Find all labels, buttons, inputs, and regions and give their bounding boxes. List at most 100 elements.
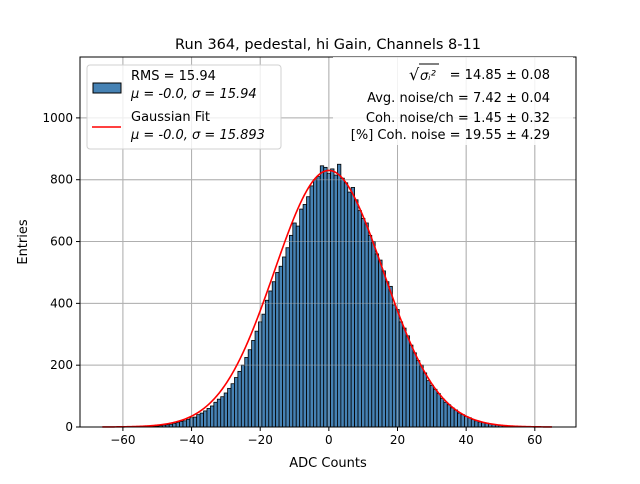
x-tick-label: 0: [325, 433, 333, 447]
histogram-bar: [262, 314, 265, 427]
histogram-bar: [317, 177, 320, 427]
histogram-bar: [252, 340, 255, 427]
histogram-bar: [210, 406, 213, 427]
histogram-bar: [406, 336, 409, 427]
legend-histogram-swatch: [93, 83, 121, 93]
histogram-bar: [255, 331, 258, 427]
histogram-bar: [344, 183, 347, 427]
histogram-bar: [368, 235, 371, 427]
histogram-bar: [375, 254, 378, 427]
histogram-bar: [283, 257, 286, 427]
histogram-bar: [234, 378, 237, 427]
histogram-bar: [410, 345, 413, 427]
histogram-bar: [224, 393, 227, 427]
histogram-bar: [420, 365, 423, 427]
histogram-bar: [337, 164, 340, 427]
x-tick-label: 40: [459, 433, 474, 447]
histogram-bar: [307, 197, 310, 427]
histogram-bar: [440, 399, 443, 427]
histogram-bar: [399, 322, 402, 427]
histogram-bar: [423, 373, 426, 427]
histogram-bar: [454, 410, 457, 427]
histogram-bar: [403, 328, 406, 427]
histogram-bar: [413, 353, 416, 427]
histogram-bar: [355, 200, 358, 427]
x-tick-label: 60: [527, 433, 542, 447]
histogram-bar: [430, 385, 433, 427]
histogram-bar: [392, 305, 395, 427]
histogram-bar: [217, 399, 220, 427]
legend-entry-2-line2: μ = -0.0, σ = 15.893: [130, 128, 265, 143]
histogram-bar: [193, 417, 196, 427]
histogram-bar: [447, 405, 450, 427]
histogram-bar: [296, 226, 299, 427]
histogram-bar: [427, 381, 430, 427]
annotation-avg-noise: Avg. noise/ch = 7.42 ± 0.04: [367, 91, 550, 106]
x-axis-label: ADC Counts: [289, 456, 367, 471]
y-tick-label: 200: [50, 358, 73, 372]
y-tick-label: 800: [50, 173, 73, 187]
histogram-bar: [265, 300, 268, 427]
histogram-bar: [248, 350, 251, 427]
histogram-bar: [324, 167, 327, 427]
y-tick-label: 600: [50, 235, 73, 249]
histogram-bar: [341, 178, 344, 427]
histogram-bar: [183, 421, 186, 427]
histogram-bar: [437, 394, 440, 427]
legend-entry-2-line1: Gaussian Fit: [131, 110, 210, 125]
histogram-bar: [471, 420, 474, 427]
histogram-bar: [241, 365, 244, 427]
annotation-rms-sum: = 14.85 ± 0.08: [450, 68, 550, 83]
histogram-bar: [221, 397, 224, 427]
sqrt-icon: √: [409, 65, 420, 84]
histogram-bar: [245, 357, 248, 427]
histogram-bar: [186, 419, 189, 427]
y-tick-label: 400: [50, 296, 73, 310]
x-tick-label: 20: [390, 433, 405, 447]
chart-title: Run 364, pedestal, hi Gain, Channels 8-1…: [175, 37, 481, 53]
legend: RMS = 15.94 μ = -0.0, σ = 15.94 Gaussian…: [87, 65, 281, 149]
histogram-bar: [348, 192, 351, 427]
histogram-bar: [231, 384, 234, 427]
histogram-bar: [444, 402, 447, 427]
histogram-bar: [197, 415, 200, 427]
legend-entry-1-line1: RMS = 15.94: [131, 69, 216, 84]
histogram-bar: [303, 204, 306, 427]
histogram-bar: [180, 421, 183, 427]
histogram-bar: [279, 266, 282, 427]
histogram-bar: [228, 388, 231, 427]
histogram-bar: [173, 423, 176, 427]
histogram-bar: [293, 223, 296, 427]
annotation-coh-noise: Coh. noise/ch = 1.45 ± 0.32: [366, 111, 550, 126]
histogram-bar: [200, 413, 203, 427]
x-tick-label: −60: [110, 433, 135, 447]
histogram-bar: [461, 415, 464, 427]
annotation-symbol: σᵢ²: [420, 69, 436, 84]
legend-entry-1-line2: μ = -0.0, σ = 15.94: [130, 87, 257, 102]
histogram-bar: [289, 235, 292, 427]
y-tick-label: 1000: [42, 111, 73, 125]
histogram-bar: [458, 413, 461, 427]
histogram-bar: [176, 423, 179, 427]
x-tick-label: −20: [248, 433, 273, 447]
histogram-bar: [269, 291, 272, 427]
histogram-bar: [310, 186, 313, 427]
histogram-bar: [204, 411, 207, 427]
histogram-bar: [331, 169, 334, 427]
histogram-bar: [379, 260, 382, 427]
y-axis-label: Entries: [16, 219, 31, 265]
histogram-bar: [434, 389, 437, 427]
histogram-bar: [365, 223, 368, 427]
histogram-bar: [238, 371, 241, 427]
y-tick-label: 0: [65, 420, 73, 434]
histogram-bar: [320, 166, 323, 427]
histogram-bar: [276, 272, 279, 427]
histogram-bar: [382, 271, 385, 427]
annotation-coh-noise-percent: [%] Coh. noise = 19.55 ± 4.29: [351, 128, 550, 143]
histogram-bar: [475, 421, 478, 427]
histogram-bar: [389, 286, 392, 427]
histogram-bar: [416, 361, 419, 427]
histogram-bar: [361, 218, 364, 427]
histogram-bar: [358, 211, 361, 427]
